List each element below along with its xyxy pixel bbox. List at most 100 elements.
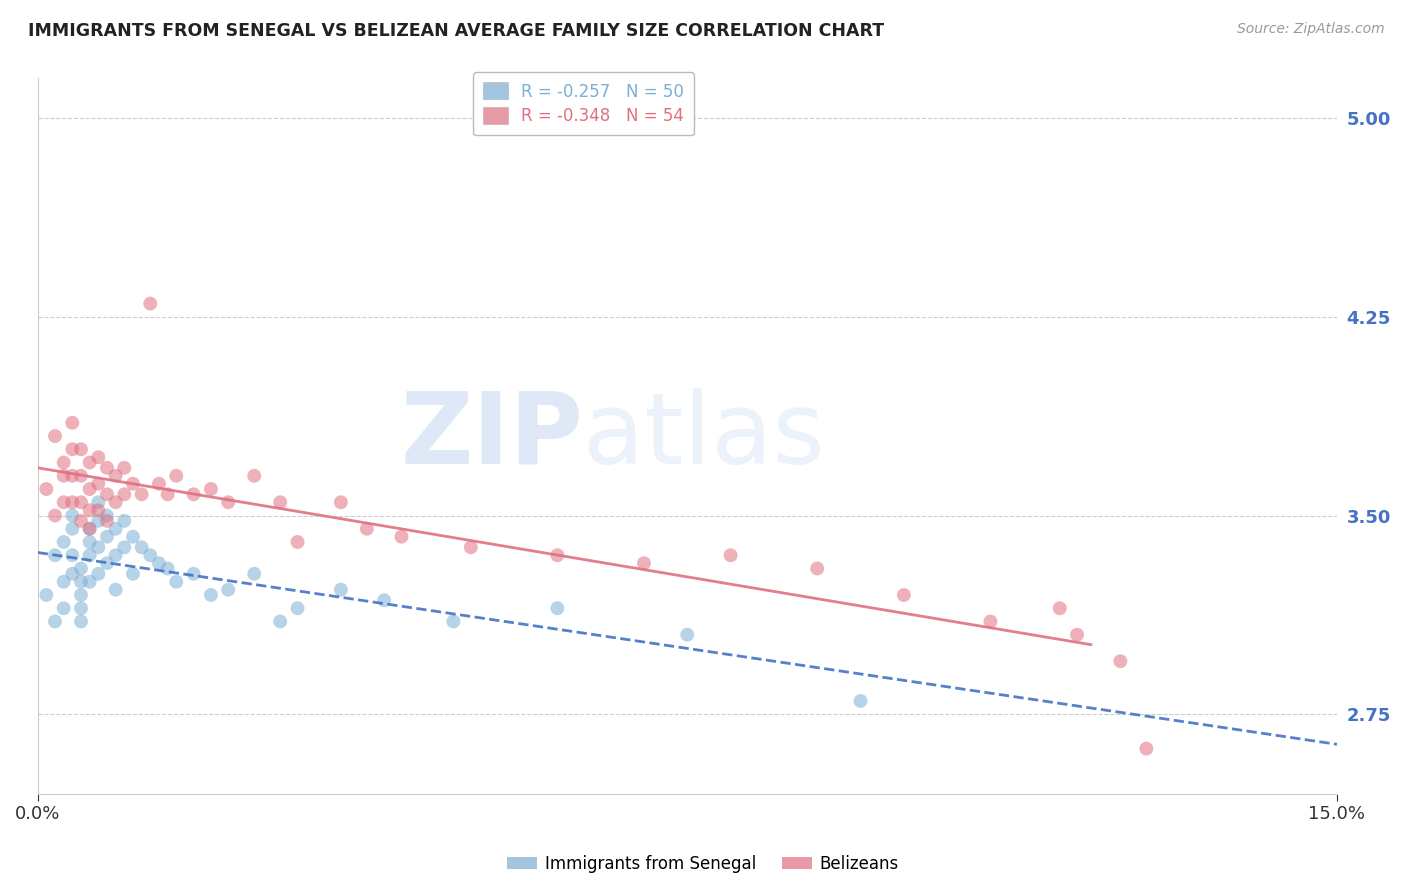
Point — [60, 468, 83, 483]
Point — [546, 601, 568, 615]
Point — [87, 514, 110, 528]
Point — [104, 495, 127, 509]
Point — [96, 460, 118, 475]
Point — [243, 468, 266, 483]
Point — [70, 514, 93, 528]
Point — [329, 582, 352, 597]
Point — [87, 476, 110, 491]
Point — [70, 495, 93, 509]
Point — [1135, 741, 1157, 756]
Point — [96, 556, 118, 570]
Point — [70, 615, 93, 629]
Point — [217, 582, 239, 597]
Point — [156, 561, 179, 575]
Point — [546, 548, 568, 562]
Point — [60, 442, 83, 457]
Point — [44, 615, 66, 629]
Point — [52, 456, 75, 470]
Point — [52, 468, 75, 483]
Point — [104, 468, 127, 483]
Point — [79, 535, 101, 549]
Point — [200, 482, 222, 496]
Point — [148, 556, 170, 570]
Point — [96, 487, 118, 501]
Point — [217, 495, 239, 509]
Point — [44, 548, 66, 562]
Point — [104, 522, 127, 536]
Point — [720, 548, 742, 562]
Point — [60, 566, 83, 581]
Point — [79, 482, 101, 496]
Point — [44, 508, 66, 523]
Text: Source: ZipAtlas.com: Source: ZipAtlas.com — [1237, 22, 1385, 37]
Point — [139, 296, 162, 310]
Point — [104, 582, 127, 597]
Point — [35, 588, 58, 602]
Legend: R = -0.257   N = 50, R = -0.348   N = 54: R = -0.257 N = 50, R = -0.348 N = 54 — [472, 72, 695, 136]
Point — [269, 495, 291, 509]
Point — [1066, 628, 1088, 642]
Point — [183, 487, 205, 501]
Point — [87, 503, 110, 517]
Point — [60, 548, 83, 562]
Point — [979, 615, 1001, 629]
Point — [60, 495, 83, 509]
Point — [1049, 601, 1071, 615]
Point — [391, 530, 413, 544]
Point — [87, 541, 110, 555]
Point — [96, 514, 118, 528]
Point — [676, 628, 699, 642]
Point — [112, 460, 135, 475]
Point — [122, 530, 145, 544]
Legend: Immigrants from Senegal, Belizeans: Immigrants from Senegal, Belizeans — [501, 848, 905, 880]
Point — [122, 476, 145, 491]
Point — [60, 508, 83, 523]
Point — [52, 495, 75, 509]
Point — [165, 574, 187, 589]
Point — [131, 487, 153, 501]
Point — [52, 601, 75, 615]
Point — [269, 615, 291, 629]
Point — [112, 541, 135, 555]
Point — [87, 495, 110, 509]
Point — [329, 495, 352, 509]
Point — [35, 482, 58, 496]
Point — [87, 450, 110, 465]
Point — [52, 535, 75, 549]
Point — [849, 694, 872, 708]
Point — [87, 566, 110, 581]
Point — [148, 476, 170, 491]
Point — [60, 522, 83, 536]
Point — [79, 574, 101, 589]
Point — [287, 535, 309, 549]
Point — [131, 541, 153, 555]
Point — [460, 541, 482, 555]
Point — [70, 442, 93, 457]
Point — [70, 468, 93, 483]
Point — [79, 456, 101, 470]
Point — [1109, 654, 1132, 668]
Point — [79, 503, 101, 517]
Point — [70, 561, 93, 575]
Point — [96, 530, 118, 544]
Text: IMMIGRANTS FROM SENEGAL VS BELIZEAN AVERAGE FAMILY SIZE CORRELATION CHART: IMMIGRANTS FROM SENEGAL VS BELIZEAN AVER… — [28, 22, 884, 40]
Text: atlas: atlas — [583, 387, 825, 484]
Point — [112, 514, 135, 528]
Point — [806, 561, 828, 575]
Point — [443, 615, 465, 629]
Point — [200, 588, 222, 602]
Point — [70, 574, 93, 589]
Point — [287, 601, 309, 615]
Point — [44, 429, 66, 443]
Point — [79, 522, 101, 536]
Point — [356, 522, 378, 536]
Point — [60, 416, 83, 430]
Point — [165, 468, 187, 483]
Point — [373, 593, 395, 607]
Point — [70, 588, 93, 602]
Point — [96, 508, 118, 523]
Text: ZIP: ZIP — [401, 387, 583, 484]
Point — [79, 522, 101, 536]
Point — [243, 566, 266, 581]
Point — [104, 548, 127, 562]
